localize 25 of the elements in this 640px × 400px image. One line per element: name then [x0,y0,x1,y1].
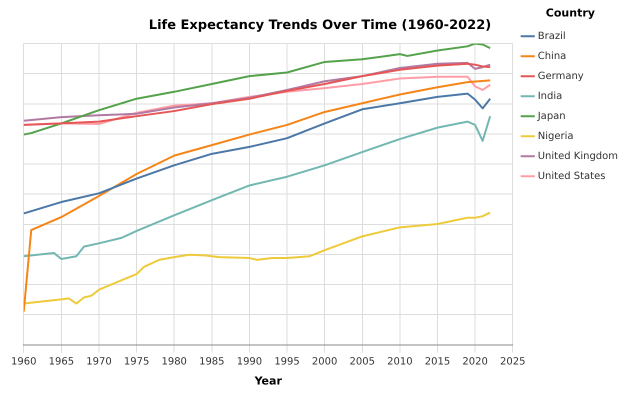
x-tick-label: 2020 [462,356,488,368]
x-tick-label: 1990 [236,356,262,368]
legend-label: Nigeria [538,130,574,142]
x-axis-title: Year [254,374,282,388]
x-tick-label: 2010 [387,356,413,368]
x-tick-label: 1980 [161,356,187,368]
legend-label: India [538,90,562,102]
x-tick-label: 2015 [424,356,450,368]
x-tick-label: 1995 [274,356,300,368]
legend-label: United States [538,170,606,182]
x-tick-label: 2005 [350,356,375,368]
legend-label: Germany [538,70,584,82]
legend-label: Brazil [538,30,566,42]
x-tick-label: 2000 [312,356,338,368]
chart-title: Life Expectancy Trends Over Time (1960-2022) [148,18,492,34]
legend-label: United Kingdom [538,150,618,162]
legend-title: Country [546,6,595,20]
x-tick-label: 1970 [86,356,112,368]
x-tick-label: 1975 [124,356,150,368]
legend-label: Japan [536,110,566,122]
x-tick-label: 2025 [500,356,526,368]
legend-label: China [538,50,566,62]
x-tick-label: 1960 [11,356,36,368]
x-tick-label: 1985 [199,356,225,368]
x-tick-label: 1965 [48,356,74,368]
